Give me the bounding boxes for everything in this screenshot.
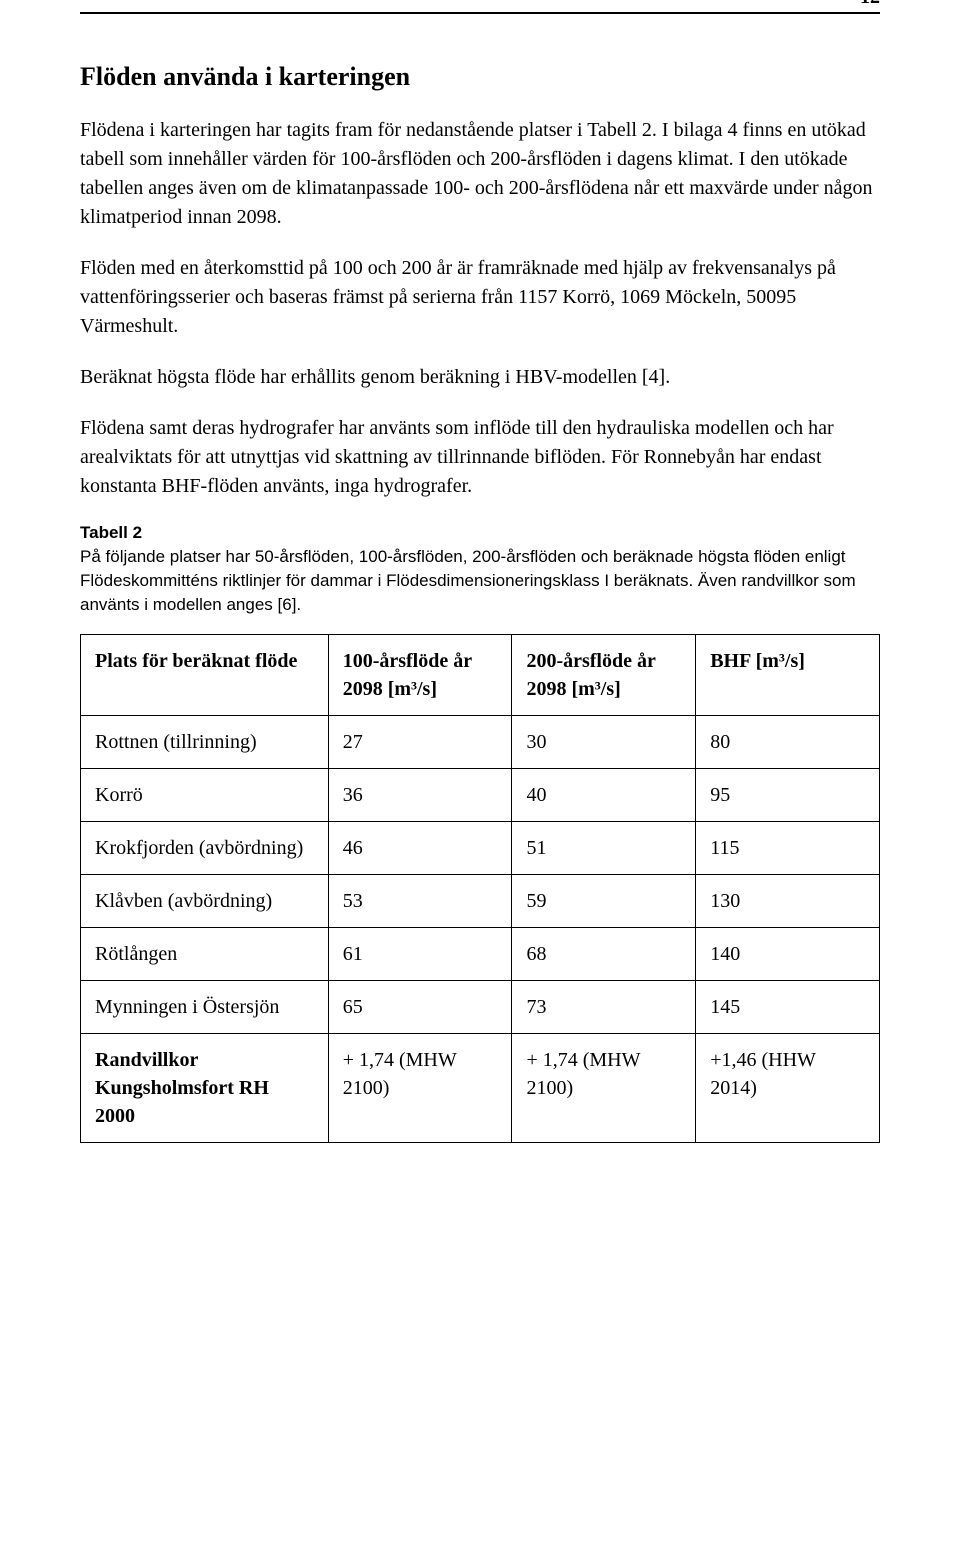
table-cell: +1,46 (HHW 2014) bbox=[696, 1034, 880, 1143]
table-label: Tabell 2 bbox=[80, 523, 880, 543]
table-cell: 65 bbox=[328, 981, 512, 1034]
table-cell: 145 bbox=[696, 981, 880, 1034]
table-cell: 53 bbox=[328, 875, 512, 928]
col-header-bhf: BHF [m³/s] bbox=[696, 635, 880, 716]
col-header-100: 100-årsflöde år 2098 [m³/s] bbox=[328, 635, 512, 716]
table-cell: + 1,74 (MHW 2100) bbox=[328, 1034, 512, 1143]
table-cell: 80 bbox=[696, 716, 880, 769]
table-cell: 46 bbox=[328, 822, 512, 875]
table-cell: Mynningen i Östersjön bbox=[81, 981, 329, 1034]
table-row: Rötlången6168140 bbox=[81, 928, 880, 981]
table-cell: 36 bbox=[328, 769, 512, 822]
paragraph-3: Beräknat högsta flöde har erhållits geno… bbox=[80, 363, 880, 392]
section-heading: Flöden använda i karteringen bbox=[80, 62, 880, 92]
col-header-200: 200-årsflöde år 2098 [m³/s] bbox=[512, 635, 696, 716]
table-cell: Rötlången bbox=[81, 928, 329, 981]
table-cell: Klåvben (avbördning) bbox=[81, 875, 329, 928]
header-rule: 12 bbox=[80, 12, 880, 14]
table-cell: 140 bbox=[696, 928, 880, 981]
table-header-row: Plats för beräknat flöde 100-årsflöde år… bbox=[81, 635, 880, 716]
table-cell: 30 bbox=[512, 716, 696, 769]
table-cell: 27 bbox=[328, 716, 512, 769]
table-body: Rottnen (tillrinning)273080Korrö364095Kr… bbox=[81, 716, 880, 1143]
table-cell: 95 bbox=[696, 769, 880, 822]
table-caption: På följande platser har 50-årsflöden, 10… bbox=[80, 545, 880, 616]
table-cell: 51 bbox=[512, 822, 696, 875]
table-row: Mynningen i Östersjön6573145 bbox=[81, 981, 880, 1034]
paragraph-1: Flödena i karteringen har tagits fram fö… bbox=[80, 116, 880, 232]
table-row: Krokfjorden (avbördning)4651115 bbox=[81, 822, 880, 875]
table-cell: 40 bbox=[512, 769, 696, 822]
paragraph-4: Flödena samt deras hydrografer har använ… bbox=[80, 414, 880, 501]
table-cell: Korrö bbox=[81, 769, 329, 822]
table-row: Randvillkor Kungsholmsfort RH 2000+ 1,74… bbox=[81, 1034, 880, 1143]
table-cell: 73 bbox=[512, 981, 696, 1034]
table-cell: 115 bbox=[696, 822, 880, 875]
paragraph-2: Flöden med en återkomsttid på 100 och 20… bbox=[80, 254, 880, 341]
page-container: 12 Flöden använda i karteringen Flödena … bbox=[0, 12, 960, 1203]
table-cell: + 1,74 (MHW 2100) bbox=[512, 1034, 696, 1143]
table-row: Rottnen (tillrinning)273080 bbox=[81, 716, 880, 769]
table-cell: 59 bbox=[512, 875, 696, 928]
col-header-plats: Plats för beräknat flöde bbox=[81, 635, 329, 716]
table-cell: Rottnen (tillrinning) bbox=[81, 716, 329, 769]
table-cell: Randvillkor Kungsholmsfort RH 2000 bbox=[81, 1034, 329, 1143]
data-table: Plats för beräknat flöde 100-årsflöde år… bbox=[80, 634, 880, 1143]
table-cell: 61 bbox=[328, 928, 512, 981]
table-cell: 68 bbox=[512, 928, 696, 981]
table-head: Plats för beräknat flöde 100-årsflöde år… bbox=[81, 635, 880, 716]
table-row: Korrö364095 bbox=[81, 769, 880, 822]
table-cell: Krokfjorden (avbördning) bbox=[81, 822, 329, 875]
page-number: 12 bbox=[860, 0, 880, 9]
table-row: Klåvben (avbördning)5359130 bbox=[81, 875, 880, 928]
table-cell: 130 bbox=[696, 875, 880, 928]
